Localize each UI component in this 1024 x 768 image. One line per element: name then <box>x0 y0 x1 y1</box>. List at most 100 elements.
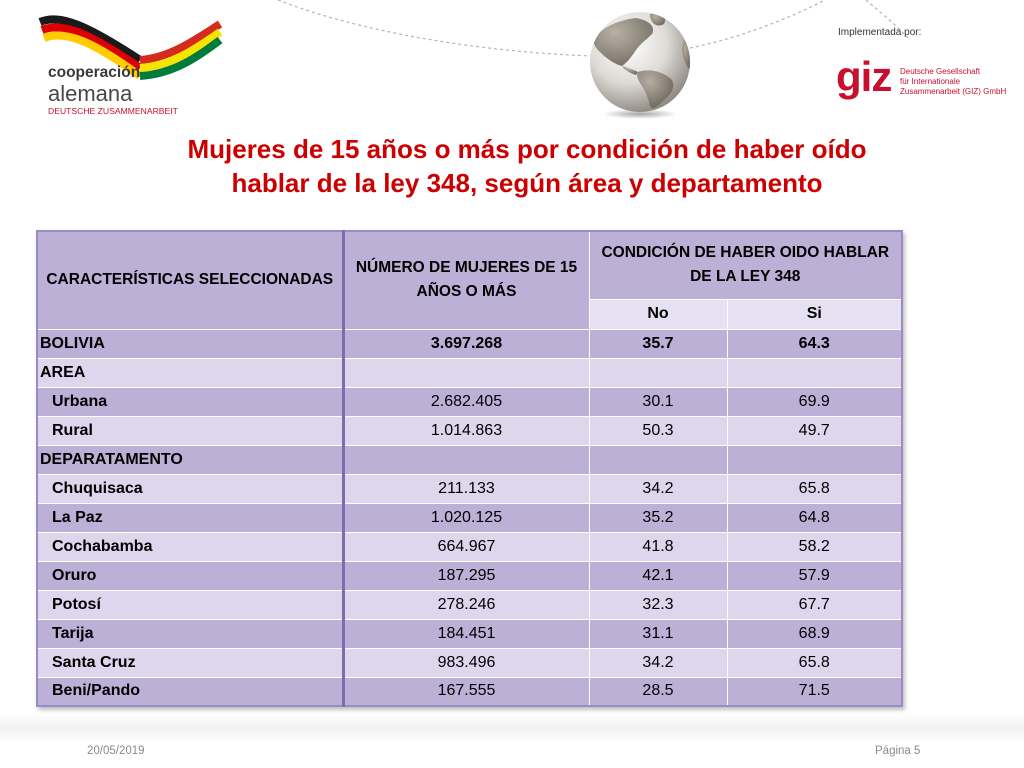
globe-shadow <box>602 109 678 119</box>
empty-cell <box>588 444 728 475</box>
heard-no-cell: 30.1 <box>588 386 728 417</box>
women-count-cell: 664.967 <box>342 531 590 562</box>
heard-si-cell: 65.8 <box>726 647 903 678</box>
heard-si-cell: 68.9 <box>726 618 903 649</box>
giz-name-line: Deutsche Gesellschaft <box>900 67 981 76</box>
heard-no-cell: 50.3 <box>588 415 728 446</box>
flag-stripe-red <box>40 23 143 72</box>
empty-cell <box>726 357 903 388</box>
table-row: Tarija 184.451 31.1 68.9 <box>36 618 903 649</box>
heard-no-cell: 41.8 <box>588 531 728 562</box>
women-count-cell: 983.496 <box>342 647 590 678</box>
giz-name-block: Deutsche Gesellschaft für Internationale… <box>900 67 1006 97</box>
heard-si-cell: 69.9 <box>726 386 903 417</box>
table-header-row: CARACTERÍSTICAS SELECCIONADAS NÚMERO DE … <box>36 230 903 330</box>
flag-stripe-bolivia-yellow <box>139 28 223 72</box>
header-condition: CONDICIÓN DE HABER OIDO HABLAR DE LA LEY… <box>588 230 903 300</box>
heard-si-cell: 57.9 <box>726 560 903 591</box>
giz-logo: giz <box>836 53 892 100</box>
heard-no-cell: 34.2 <box>588 647 728 678</box>
row-label: Rural <box>36 415 345 446</box>
row-label: Urbana <box>36 386 345 417</box>
logo-text-alemana: alemana <box>48 81 133 106</box>
flag-stripe-bolivia-green <box>139 36 223 80</box>
header-characteristics: CARACTERÍSTICAS SELECCIONADAS <box>36 230 345 330</box>
table-row: Santa Cruz 983.496 34.2 65.8 <box>36 647 903 678</box>
row-label: Tarija <box>36 618 345 649</box>
slide-title-line-1: Mujeres de 15 años o más por condición d… <box>187 134 867 164</box>
heard-no-cell: 35.2 <box>588 502 728 533</box>
women-count-cell: 3.697.268 <box>342 328 590 359</box>
table-row: Rural 1.014.863 50.3 49.7 <box>36 415 903 446</box>
row-label: Potosí <box>36 589 345 620</box>
table-row: Urbana 2.682.405 30.1 69.9 <box>36 386 903 417</box>
heard-si-cell: 58.2 <box>726 531 903 562</box>
giz-name-line: für Internationale <box>900 77 961 86</box>
giz-name-line: Zusammenarbeit (GIZ) GmbH <box>900 87 1007 96</box>
table-section-row: DEPARATAMENTO <box>36 444 903 475</box>
flag-swoosh-logo <box>38 15 223 80</box>
footer-page-number: Página 5 <box>875 745 921 757</box>
dashed-arc-left <box>277 0 593 57</box>
table-row: Oruro 187.295 42.1 57.9 <box>36 560 903 591</box>
footer-date: 20/05/2019 <box>87 745 145 757</box>
women-count-cell: 1.020.125 <box>342 502 590 533</box>
table-row: Chuquisaca 211.133 34.2 65.8 <box>36 473 903 504</box>
slide-title: Mujeres de 15 años o más por condición d… <box>80 132 974 200</box>
table-subheader-row: No Si <box>37 298 903 330</box>
empty-cell <box>588 357 728 388</box>
row-label: La Paz <box>36 502 345 533</box>
empty-cell <box>342 444 590 475</box>
women-count-cell: 1.014.863 <box>342 415 590 446</box>
heard-no-cell: 42.1 <box>588 560 728 591</box>
women-count-cell: 167.555 <box>342 676 590 707</box>
women-count-cell: 187.295 <box>342 560 590 591</box>
header-no: No <box>588 298 728 330</box>
table-section-row: AREA <box>36 357 903 388</box>
flag-stripe-black <box>38 15 143 64</box>
heard-no-cell: 28.5 <box>588 676 728 707</box>
table-row: La Paz 1.020.125 35.2 64.8 <box>36 502 903 533</box>
header-women-count: NÚMERO DE MUJERES DE 15 AÑOS O MÁS <box>342 230 590 330</box>
empty-cell <box>342 357 590 388</box>
data-table: CARACTERÍSTICAS SELECCIONADAS NÚMERO DE … <box>36 230 903 707</box>
dashed-arc-right <box>689 0 826 49</box>
flag-stripe-bolivia-red <box>139 20 223 64</box>
heard-si-cell: 49.7 <box>726 415 903 446</box>
heard-si-cell: 71.5 <box>726 676 903 707</box>
heard-no-cell: 31.1 <box>588 618 728 649</box>
empty-cell <box>726 444 903 475</box>
slide-title-line-2: hablar de la ley 348, según área y depar… <box>231 168 823 198</box>
section-label: DEPARATAMENTO <box>36 444 345 475</box>
heard-no-cell: 34.2 <box>588 473 728 504</box>
row-label: Cochabamba <box>36 531 345 562</box>
women-count-cell: 278.246 <box>342 589 590 620</box>
heard-si-cell: 67.7 <box>726 589 903 620</box>
women-count-cell: 211.133 <box>342 473 590 504</box>
logo-text-deutsche-zusammenarbeit: DEUTSCHE ZUSAMMENARBEIT <box>48 106 178 116</box>
logo-text-cooperacion: cooperación <box>48 64 141 81</box>
row-label: Santa Cruz <box>36 647 345 678</box>
header-decoration <box>38 0 909 119</box>
heard-si-cell: 64.3 <box>726 328 903 359</box>
header-si: Si <box>726 298 903 330</box>
implementer-label: Implementada por: <box>838 27 922 38</box>
table-row: Potosí 278.246 32.3 67.7 <box>36 589 903 620</box>
row-label: BOLIVIA <box>36 328 345 359</box>
footer-band <box>0 712 1024 742</box>
row-label: Chuquisaca <box>36 473 345 504</box>
row-label: Oruro <box>36 560 345 591</box>
women-count-cell: 184.451 <box>342 618 590 649</box>
flag-stripe-gold <box>42 31 143 80</box>
women-count-cell: 2.682.405 <box>342 386 590 417</box>
heard-no-cell: 35.7 <box>588 328 728 359</box>
row-label: Beni/Pando <box>36 676 345 707</box>
heard-no-cell: 32.3 <box>588 589 728 620</box>
heard-si-cell: 64.8 <box>726 502 903 533</box>
heard-si-cell: 65.8 <box>726 473 903 504</box>
section-label: AREA <box>36 357 345 388</box>
table-row: BOLIVIA 3.697.268 35.7 64.3 <box>36 328 903 359</box>
table-row: Beni/Pando 167.555 28.5 71.5 <box>36 676 903 707</box>
table-row: Cochabamba 664.967 41.8 58.2 <box>36 531 903 562</box>
